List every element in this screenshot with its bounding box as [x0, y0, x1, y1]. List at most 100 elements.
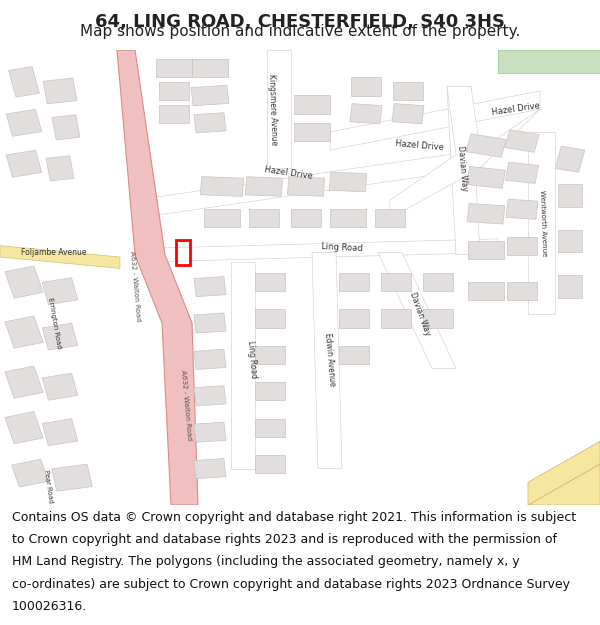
- Text: HM Land Registry. The polygons (including the associated geometry, namely x, y: HM Land Registry. The polygons (includin…: [12, 556, 520, 568]
- Bar: [42, 373, 78, 400]
- Polygon shape: [135, 150, 480, 218]
- Bar: [52, 464, 92, 491]
- Polygon shape: [0, 246, 120, 268]
- Bar: [291, 209, 321, 227]
- Bar: [423, 273, 453, 291]
- Bar: [42, 419, 78, 446]
- Bar: [6, 150, 42, 178]
- Bar: [194, 276, 226, 297]
- Bar: [255, 346, 285, 364]
- Polygon shape: [267, 50, 291, 168]
- Bar: [255, 273, 285, 291]
- Text: co-ordinates) are subject to Crown copyright and database rights 2023 Ordnance S: co-ordinates) are subject to Crown copyr…: [12, 578, 570, 591]
- Bar: [294, 122, 330, 141]
- Polygon shape: [528, 132, 555, 314]
- Bar: [393, 82, 423, 100]
- Polygon shape: [447, 86, 480, 255]
- Bar: [156, 59, 192, 78]
- Polygon shape: [498, 50, 600, 72]
- Bar: [6, 109, 42, 136]
- Text: Foljambe Avenue: Foljambe Avenue: [21, 248, 87, 257]
- Text: 64, LING ROAD, CHESTERFIELD, S40 3HS: 64, LING ROAD, CHESTERFIELD, S40 3HS: [95, 12, 505, 31]
- Bar: [339, 273, 369, 291]
- Bar: [5, 266, 43, 298]
- Bar: [468, 282, 504, 300]
- Polygon shape: [528, 464, 600, 505]
- Polygon shape: [312, 253, 342, 469]
- Bar: [555, 146, 585, 172]
- Text: A632 - Walton Road: A632 - Walton Road: [180, 369, 192, 441]
- Bar: [505, 162, 539, 184]
- Bar: [194, 459, 226, 479]
- Bar: [329, 172, 367, 192]
- Text: Davian Way: Davian Way: [408, 291, 432, 337]
- Bar: [42, 278, 78, 304]
- Bar: [5, 316, 43, 348]
- Text: Davian Way: Davian Way: [455, 145, 469, 191]
- Text: Map shows position and indicative extent of the property.: Map shows position and indicative extent…: [80, 24, 520, 39]
- Bar: [466, 134, 506, 158]
- Bar: [507, 282, 537, 300]
- Text: Kingsmere Avenue: Kingsmere Avenue: [267, 73, 279, 145]
- Text: A632 - Walton Road: A632 - Walton Road: [129, 251, 141, 322]
- Bar: [558, 275, 582, 298]
- Bar: [467, 204, 505, 224]
- Bar: [467, 166, 505, 188]
- Bar: [194, 422, 226, 442]
- Bar: [191, 85, 229, 106]
- Bar: [294, 96, 330, 114]
- Bar: [375, 209, 405, 227]
- Text: Pear Road: Pear Road: [43, 469, 53, 504]
- Bar: [381, 273, 411, 291]
- Text: Contains OS data © Crown copyright and database right 2021. This information is : Contains OS data © Crown copyright and d…: [12, 511, 576, 524]
- Bar: [558, 230, 582, 253]
- Text: Hazel Drive: Hazel Drive: [263, 165, 313, 181]
- Polygon shape: [231, 262, 255, 469]
- Bar: [350, 104, 382, 124]
- Text: to Crown copyright and database rights 2023 and is reproduced with the permissio: to Crown copyright and database rights 2…: [12, 533, 557, 546]
- Text: 100026316.: 100026316.: [12, 600, 87, 612]
- Bar: [194, 112, 226, 133]
- Bar: [42, 323, 78, 350]
- Bar: [249, 209, 279, 227]
- Bar: [255, 455, 285, 473]
- Polygon shape: [330, 91, 540, 150]
- Bar: [255, 419, 285, 437]
- Bar: [8, 67, 40, 97]
- Polygon shape: [528, 441, 600, 505]
- Bar: [176, 240, 190, 265]
- Bar: [245, 177, 283, 196]
- Polygon shape: [390, 86, 540, 218]
- Bar: [381, 309, 411, 328]
- Polygon shape: [162, 239, 498, 262]
- Text: Errington Road: Errington Road: [47, 297, 61, 349]
- Bar: [46, 156, 74, 181]
- Text: Ling Road: Ling Road: [321, 242, 363, 254]
- Text: Hazel Drive: Hazel Drive: [491, 101, 541, 117]
- Text: Wentworth Avenue: Wentworth Avenue: [539, 189, 547, 256]
- Bar: [200, 177, 244, 196]
- Bar: [330, 209, 366, 227]
- Bar: [159, 82, 189, 100]
- Bar: [52, 115, 80, 140]
- Bar: [507, 236, 537, 255]
- Bar: [11, 459, 49, 487]
- Bar: [5, 411, 43, 444]
- Polygon shape: [378, 253, 456, 369]
- Bar: [192, 59, 228, 78]
- Bar: [194, 349, 226, 369]
- Text: Ling Road: Ling Road: [246, 340, 258, 379]
- Bar: [204, 209, 240, 227]
- Bar: [43, 78, 77, 104]
- Text: Hazel Drive: Hazel Drive: [395, 139, 445, 152]
- Bar: [287, 177, 325, 196]
- Bar: [505, 130, 539, 152]
- Bar: [423, 309, 453, 328]
- Bar: [506, 199, 538, 219]
- Bar: [255, 309, 285, 328]
- Bar: [468, 241, 504, 259]
- Bar: [255, 382, 285, 401]
- Bar: [351, 78, 381, 96]
- Bar: [194, 386, 226, 406]
- Polygon shape: [117, 50, 198, 505]
